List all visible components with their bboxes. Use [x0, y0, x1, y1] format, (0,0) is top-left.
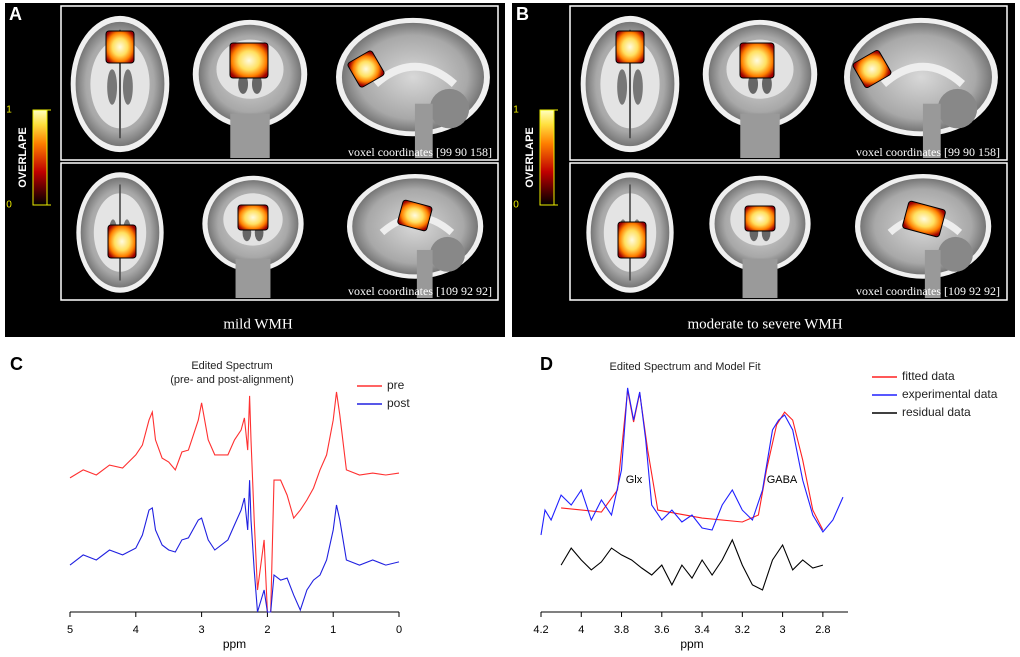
overlap-blob — [229, 42, 269, 79]
legend-label: fitted data — [902, 369, 955, 383]
colorbar-tick-label: 1 — [513, 105, 519, 116]
x-tick-label: 4 — [578, 624, 584, 636]
overlap-blob — [397, 199, 433, 232]
annotation: Glx — [626, 474, 643, 486]
overlap-blob — [617, 221, 647, 259]
x-tick-label: 2.8 — [815, 624, 830, 636]
x-axis-label: ppm — [680, 637, 703, 651]
coordinates: voxel coordinates [99 90 158] — [348, 145, 492, 159]
caption: moderate to severe WMH — [687, 316, 842, 332]
chart-title: Edited Spectrum — [191, 360, 272, 372]
x-tick-label: 3.6 — [654, 624, 669, 636]
colorbar-title: OVERLAPE — [524, 127, 536, 188]
caption: mild WMH — [223, 316, 292, 332]
colorbar-title: OVERLAPE — [17, 127, 29, 188]
x-tick-label: 3 — [199, 624, 205, 636]
spectrum-line — [69, 391, 400, 613]
panel-label: A — [9, 4, 22, 24]
brain-coronal — [185, 10, 315, 158]
spectrum-line — [69, 480, 400, 613]
x-tick-label: 2 — [264, 624, 270, 636]
overlap-blob — [105, 30, 135, 64]
x-tick-label: 5 — [67, 624, 73, 636]
colorbar-tick-label: 1 — [6, 105, 12, 116]
colorbar — [32, 109, 48, 206]
overlap-blob — [902, 200, 946, 238]
brain-sagittal — [834, 10, 1002, 158]
annotation: GABA — [767, 474, 798, 486]
image-row-frame — [60, 162, 499, 301]
legend-label: experimental data — [902, 387, 998, 401]
spectrum-line — [540, 387, 844, 536]
x-tick-label: 4.2 — [533, 624, 548, 636]
brain-coronal — [695, 10, 825, 158]
x-tick-label: 3.8 — [614, 624, 629, 636]
coordinates: voxel coordinates [99 90 158] — [856, 145, 1000, 159]
image-row-frame — [569, 162, 1008, 301]
spectrum-line — [560, 538, 824, 591]
overlap-blob — [107, 224, 137, 259]
colorbar — [539, 109, 555, 206]
x-tick-label: 1 — [330, 624, 336, 636]
panel-label: C — [10, 354, 23, 374]
image-row-frame — [60, 5, 499, 161]
colorbar-tick-label: 0 — [6, 200, 12, 211]
chart-title: Edited Spectrum and Model Fit — [609, 361, 760, 373]
panel-label: B — [516, 4, 529, 24]
chart-subtitle: (pre- and post-alignment) — [170, 374, 294, 386]
brain-sagittal — [338, 167, 486, 298]
image-row-frame — [569, 5, 1008, 161]
overlap-blob — [615, 30, 645, 64]
brain-sagittal — [326, 10, 494, 158]
panel-label: D — [540, 354, 553, 374]
overlap-blob — [739, 42, 775, 79]
overlap-blob — [237, 204, 269, 231]
x-tick-label: 3.2 — [735, 624, 750, 636]
spectrum-line — [561, 389, 824, 531]
overlap-blob — [852, 49, 892, 89]
legend-label: pre — [387, 378, 405, 392]
brain-coronal — [196, 167, 310, 298]
brain-coronal — [703, 167, 817, 298]
x-tick-label: 4 — [133, 624, 139, 636]
x-tick-label: 3.4 — [694, 624, 709, 636]
legend-label: post — [387, 396, 410, 410]
colorbar-tick-label: 0 — [513, 200, 519, 211]
coordinates: voxel coordinates [109 92 92] — [856, 284, 1000, 298]
coordinates: voxel coordinates [109 92 92] — [348, 284, 492, 298]
x-tick-label: 0 — [396, 624, 402, 636]
x-tick-label: 3 — [780, 624, 786, 636]
legend-label: residual data — [902, 405, 971, 419]
overlap-blob — [744, 205, 776, 232]
overlap-blob — [347, 50, 385, 88]
x-axis-label: ppm — [223, 637, 246, 651]
